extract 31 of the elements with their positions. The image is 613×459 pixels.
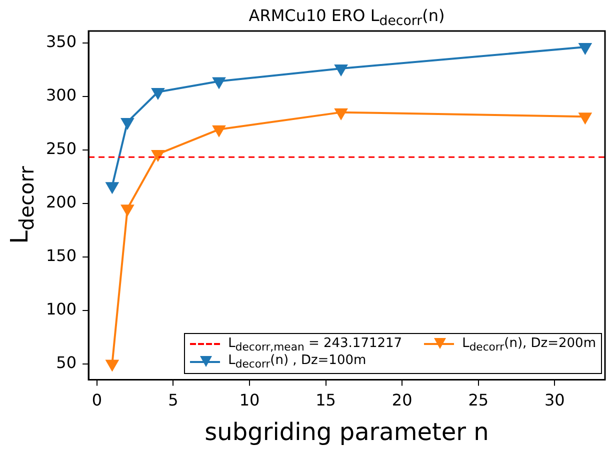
x-tick-label: 20 [392,390,412,410]
point [106,182,118,194]
y-tick-label: 150 [46,246,77,265]
point [212,125,226,136]
y-tick-label: 200 [46,192,77,212]
legend-label: L$_{decorr}$(n) , Dz=100m [228,353,366,371]
x-tick-label: 15 [316,390,336,410]
point [334,108,348,120]
point [212,77,226,88]
point [152,150,164,162]
point [152,88,164,99]
legend-label: L$_{decorr,mean}$ = 243.171217 [228,336,402,354]
x-tick-label: 25 [468,390,489,410]
point [334,64,348,76]
y-tick-label: 100 [46,299,77,318]
y-tick-label: 300 [46,85,77,104]
x-axis-title: subgriding parameter n [204,418,489,446]
x-tick-label: 0 [92,390,102,410]
point [121,204,134,216]
legend-label: L$_{decorr}$(n), Dz=200m [462,336,596,354]
point [578,112,592,124]
point [106,360,118,371]
point [121,118,134,129]
x-tick-label: 5 [168,390,178,410]
chart-title: ARMCu10 ERO L$_{decorr}$(n) [248,6,445,30]
y-tick-label: 50 [56,352,77,372]
y-tick-label: 250 [46,138,77,158]
point [578,43,592,54]
y-tick-label: 350 [46,32,77,51]
x-tick-label: 30 [544,390,565,410]
x-tick-label: 10 [239,390,260,410]
